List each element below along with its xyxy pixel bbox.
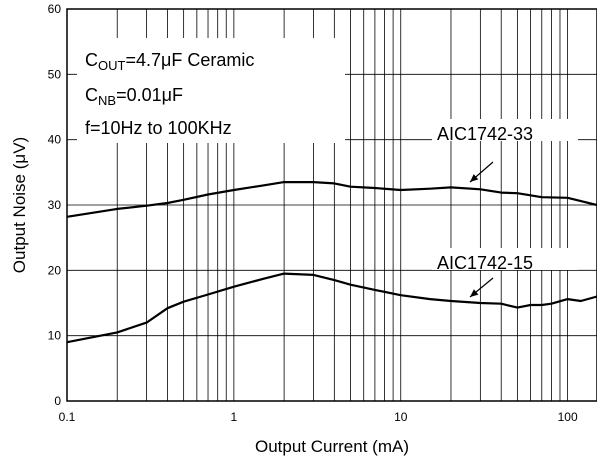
conditions-annotation: COUT=4.7μF Ceramic CNB=0.01μF f=10Hz to 10… xyxy=(85,50,254,138)
series-line xyxy=(66,272,597,344)
y-axis-title: Output Noise (μV) xyxy=(10,137,29,273)
y-tick-label: 20 xyxy=(48,263,62,277)
x-tick-label: 0.1 xyxy=(59,410,76,424)
y-tick-label: 50 xyxy=(48,67,62,81)
series-label-bg xyxy=(432,248,578,270)
annotation-line: CNB=0.01μF xyxy=(85,85,183,108)
y-tick-label: 0 xyxy=(54,394,61,408)
series-line xyxy=(66,181,597,218)
plot-frame xyxy=(66,8,597,402)
series-lines xyxy=(66,181,597,344)
annotation-line: f=10Hz to 100KHz xyxy=(85,118,232,138)
x-tick-label: 1 xyxy=(231,410,238,424)
arrowhead xyxy=(470,174,479,182)
x-tick-label: 10 xyxy=(394,410,408,424)
series-label: AIC1742-33 xyxy=(437,124,533,144)
arrowhead xyxy=(470,289,479,297)
series-label: AIC1742-15 xyxy=(437,253,533,273)
y-tick-label: 10 xyxy=(48,329,62,343)
series-label-bg xyxy=(432,119,578,141)
annotation-line: COUT=4.7μF Ceramic xyxy=(85,50,254,73)
annotation-box xyxy=(77,38,345,143)
y-tick-label: 60 xyxy=(48,2,62,16)
tick-labels: 0 10 20 30 40 50 60 0.1 1 10 100 xyxy=(48,2,578,424)
y-tick-label: 40 xyxy=(48,133,62,147)
x-tick-label: 100 xyxy=(558,410,578,424)
x-axis-title: Output Current (mA) xyxy=(255,437,409,456)
series-labels: AIC1742-33 AIC1742-15 xyxy=(432,119,578,298)
y-tick-label: 30 xyxy=(48,198,62,212)
